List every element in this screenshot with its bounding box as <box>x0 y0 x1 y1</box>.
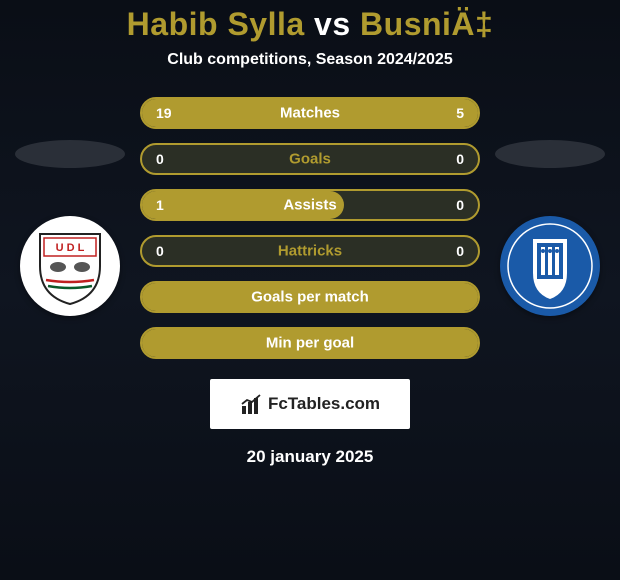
right-side <box>490 140 610 316</box>
club-crest-right-icon <box>503 219 597 313</box>
stat-row: 19 5 Matches <box>140 97 480 129</box>
player-silhouette-left <box>15 140 125 168</box>
stat-right-value: 5 <box>456 105 464 121</box>
stat-left-value: 19 <box>156 105 172 121</box>
page-title: Habib Sylla vs BusniÄ‡ <box>127 6 494 43</box>
stat-row: 0 0 Hattricks <box>140 235 480 267</box>
stat-row: 0 0 Goals <box>140 143 480 175</box>
player2-name: BusniÄ‡ <box>360 6 493 42</box>
left-side: U D L <box>10 140 130 316</box>
chart-icon <box>240 392 264 416</box>
vs-word: vs <box>314 6 351 42</box>
stat-label: Hattricks <box>278 243 342 260</box>
stat-right-value: 0 <box>456 151 464 167</box>
stat-right-value: 0 <box>456 243 464 259</box>
comparison-card: Habib Sylla vs BusniÄ‡ Club competitions… <box>0 0 620 580</box>
stat-left-value: 1 <box>156 197 164 213</box>
stats-list: 19 5 Matches 0 0 Goals 1 0 Assists 0 0 Hattricks Goa… <box>140 97 480 359</box>
club-crest-left-icon: U D L <box>30 226 110 306</box>
player-silhouette-right <box>495 140 605 168</box>
stat-label: Matches <box>280 105 340 122</box>
stat-label: Assists <box>283 197 336 214</box>
player1-name: Habib Sylla <box>127 6 305 42</box>
subtitle: Club competitions, Season 2024/2025 <box>167 51 452 69</box>
brand-box: FcTables.com <box>210 379 410 429</box>
brand-text: FcTables.com <box>268 394 380 414</box>
stat-left-value: 0 <box>156 243 164 259</box>
stat-label: Goals <box>289 151 331 168</box>
stat-row: 1 0 Assists <box>140 189 480 221</box>
club-badge-left: U D L <box>20 216 120 316</box>
stat-right-value: 0 <box>456 197 464 213</box>
stat-row: Goals per match <box>140 281 480 313</box>
date-text: 20 january 2025 <box>247 447 374 467</box>
stat-left-value: 0 <box>156 151 164 167</box>
club-badge-right <box>500 216 600 316</box>
stat-label: Goals per match <box>251 289 369 306</box>
mid-section: U D L 19 5 Matches 0 0 Goals 1 0 Assists 0 0 Hattri… <box>0 97 620 359</box>
stat-label: Min per goal <box>266 335 354 352</box>
svg-text:U D L: U D L <box>56 242 85 254</box>
stat-row: Min per goal <box>140 327 480 359</box>
